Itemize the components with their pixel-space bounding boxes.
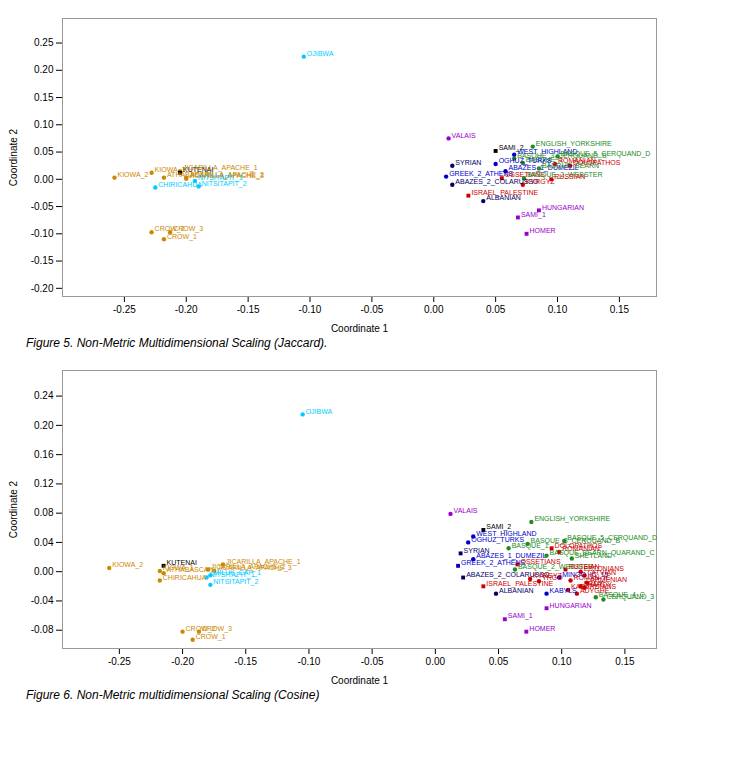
svg-text:VALAIS: VALAIS <box>453 507 477 514</box>
svg-text:HUNGARIAN: HUNGARIAN <box>550 602 592 609</box>
svg-text:0.08: 0.08 <box>34 507 54 518</box>
svg-text:0.15: 0.15 <box>34 92 54 103</box>
svg-text:-0.05: -0.05 <box>31 201 54 212</box>
svg-text:-0.10: -0.10 <box>298 656 321 667</box>
svg-text:Coordinate 2: Coordinate 2 <box>8 480 19 538</box>
svg-text:0.12: 0.12 <box>34 478 54 489</box>
svg-text:0.05: 0.05 <box>486 304 506 315</box>
svg-text:HOMER: HOMER <box>529 625 555 632</box>
svg-text:-0.15: -0.15 <box>237 304 260 315</box>
svg-text:0.25: 0.25 <box>34 37 54 48</box>
svg-text:0.24: 0.24 <box>34 390 54 401</box>
svg-text:0.16: 0.16 <box>34 449 54 460</box>
svg-text:SHETLAND: SHETLAND <box>575 552 612 559</box>
svg-text:OJIBWA: OJIBWA <box>306 408 333 415</box>
svg-text:0.10: 0.10 <box>552 656 572 667</box>
svg-text:0.05: 0.05 <box>34 146 54 157</box>
svg-text:0.00: 0.00 <box>424 304 444 315</box>
svg-text:Coordinate 2: Coordinate 2 <box>8 128 19 186</box>
svg-text:0.20: 0.20 <box>34 64 54 75</box>
svg-text:-0.10: -0.10 <box>31 228 54 239</box>
svg-text:0.10: 0.10 <box>548 304 568 315</box>
svg-text:-0.25: -0.25 <box>113 304 136 315</box>
svg-text:CHIRICAHUA: CHIRICAHUA <box>158 181 202 188</box>
svg-text:SAMI_1: SAMI_1 <box>521 211 546 219</box>
svg-text:0.15: 0.15 <box>615 656 635 667</box>
svg-text:0.00: 0.00 <box>426 656 446 667</box>
svg-text:-0.20: -0.20 <box>171 656 194 667</box>
svg-text:CROW_1: CROW_1 <box>167 233 197 241</box>
svg-text:CROW_1: CROW_1 <box>196 633 226 641</box>
svg-text:ROMAN_IC: ROMAN_IC <box>574 574 611 582</box>
svg-text:CERQUAND_3: CERQUAND_3 <box>606 593 654 601</box>
svg-text:ESTONIANS: ESTONIANS <box>584 565 625 572</box>
svg-text:-0.08: -0.08 <box>31 624 54 635</box>
svg-text:KIOWA_2: KIOWA_2 <box>112 561 143 569</box>
svg-text:CROW_3: CROW_3 <box>202 625 232 633</box>
svg-text:-0.25: -0.25 <box>108 656 131 667</box>
svg-text:HOMER: HOMER <box>530 227 556 234</box>
svg-text:Coordinate 1: Coordinate 1 <box>331 323 389 334</box>
svg-text:ALBANIAN: ALBANIAN <box>499 587 534 594</box>
svg-text:0.04: 0.04 <box>34 537 54 548</box>
svg-text:BASQUE_BEARN: BASQUE_BEARN <box>542 162 599 170</box>
svg-text:-0.20: -0.20 <box>31 283 54 294</box>
svg-text:VALAIS: VALAIS <box>452 132 476 139</box>
svg-text:HARDY: HARDY <box>587 581 612 588</box>
svg-text:0.10: 0.10 <box>34 119 54 130</box>
svg-text:KIOWA_2: KIOWA_2 <box>117 171 148 179</box>
svg-text:OJIBWA: OJIBWA <box>307 50 334 57</box>
svg-text:0.05: 0.05 <box>489 656 509 667</box>
svg-text:ATHABASCAN: ATHABASCAN <box>167 566 214 573</box>
svg-text:-0.04: -0.04 <box>31 595 54 606</box>
svg-text:-0.15: -0.15 <box>234 656 257 667</box>
svg-text:0.20: 0.20 <box>34 420 54 431</box>
svg-text:BASQUE_1: BASQUE_1 <box>512 542 549 550</box>
svg-text:-0.05: -0.05 <box>360 304 383 315</box>
svg-text:GREEK_2_ATHENS: GREEK_2_ATHENS <box>461 559 525 567</box>
svg-text:CHIRICAHUA: CHIRICAHUA <box>163 574 207 581</box>
svg-text:-0.20: -0.20 <box>175 304 198 315</box>
svg-text:-0.05: -0.05 <box>361 656 384 667</box>
svg-text:HUNGARIAN: HUNGARIAN <box>542 204 584 211</box>
svg-text:-0.15: -0.15 <box>31 255 54 266</box>
svg-text:ENGLISH_YORKSHIRE: ENGLISH_YORKSHIRE <box>536 140 612 148</box>
svg-text:SYRIAN: SYRIAN <box>455 159 481 166</box>
svg-text:NITSITAPIT_2: NITSITAPIT_2 <box>213 578 258 586</box>
svg-text:0.00: 0.00 <box>34 174 54 185</box>
svg-text:0.00: 0.00 <box>34 566 54 577</box>
svg-text:RUSSIAN: RUSSIAN <box>554 173 585 180</box>
svg-text:ALBANIAN: ALBANIAN <box>486 194 521 201</box>
svg-text:NITSITAPIT_2: NITSITAPIT_2 <box>202 180 247 188</box>
svg-text:ENGLISH_YORKSHIRE: ENGLISH_YORKSHIRE <box>534 515 610 523</box>
svg-text:Coordinate 1: Coordinate 1 <box>331 675 389 686</box>
svg-text:YRGO: YRGO <box>542 574 563 581</box>
svg-text:0.15: 0.15 <box>610 304 630 315</box>
svg-text:KYRGYZ: KYRGYZ <box>526 178 556 185</box>
svg-text:SAMI_1: SAMI_1 <box>508 612 533 620</box>
svg-text:-0.10: -0.10 <box>299 304 322 315</box>
